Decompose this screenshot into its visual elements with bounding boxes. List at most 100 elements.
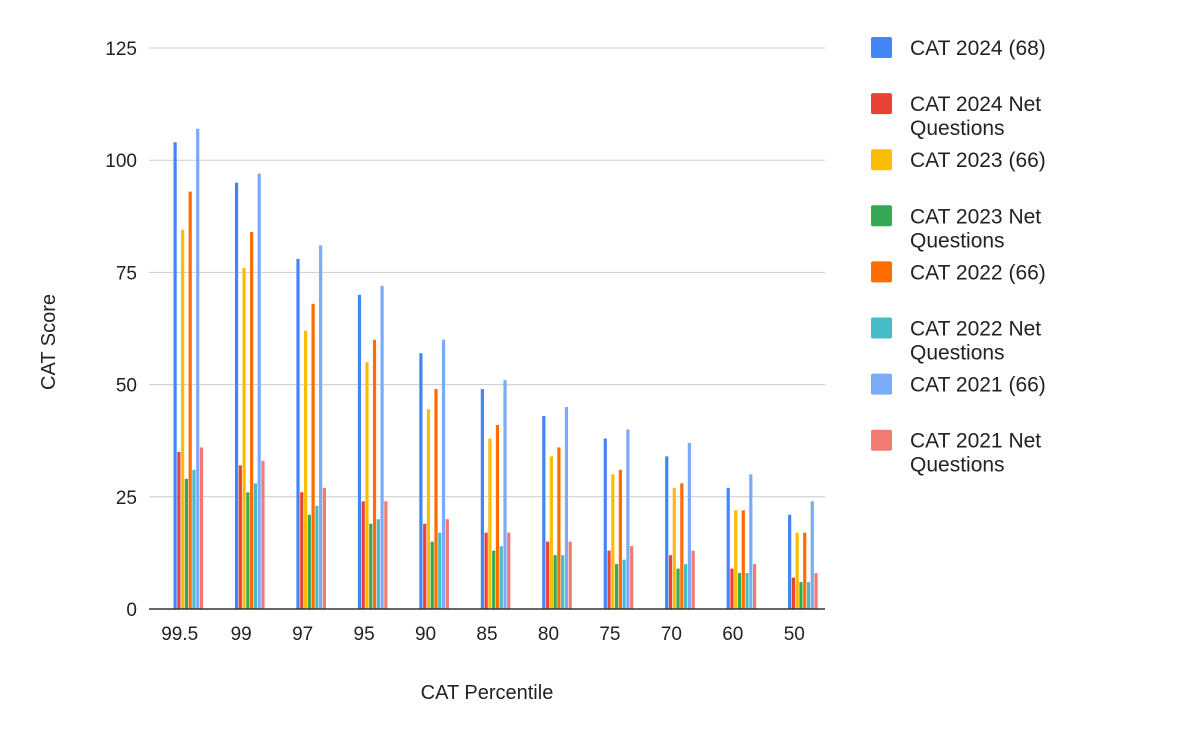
- bar: [611, 474, 615, 609]
- x-tick-label: 70: [661, 624, 682, 645]
- legend-swatch: [871, 373, 892, 395]
- bar: [542, 416, 546, 609]
- bar: [192, 469, 196, 609]
- bar: [365, 362, 369, 609]
- legend-label: Questions: [910, 229, 1005, 252]
- legend-item: CAT 2021 (66): [871, 373, 1046, 397]
- legend-label: Questions: [910, 117, 1005, 140]
- bar: [557, 447, 561, 609]
- bar: [430, 541, 434, 609]
- bar: [752, 564, 757, 609]
- bar: [319, 245, 323, 610]
- bar: [564, 407, 569, 609]
- bar: [626, 429, 630, 609]
- bar: [246, 492, 250, 609]
- bar: [445, 519, 449, 609]
- legend-item: CAT 2023 (66): [871, 149, 1046, 172]
- bar: [734, 510, 738, 609]
- legend-label: CAT 2021 (66): [910, 374, 1046, 397]
- bar: [603, 438, 607, 609]
- bar: [726, 487, 730, 609]
- bar: [503, 380, 507, 609]
- bar: [668, 555, 673, 609]
- bar: [803, 532, 807, 609]
- x-tick-label: 99: [231, 624, 252, 645]
- legend-item: CAT 2024 (68): [871, 37, 1046, 60]
- bar: [177, 451, 181, 609]
- legend-label: CAT 2024 Net: [910, 93, 1041, 116]
- x-tick-label: 90: [415, 624, 436, 645]
- bar: [676, 568, 680, 609]
- bar: [488, 438, 492, 609]
- legend-label: Questions: [910, 342, 1005, 365]
- bar: [441, 339, 446, 609]
- bar: [484, 532, 488, 609]
- legend-swatch: [871, 317, 892, 339]
- bar: [257, 173, 261, 609]
- bar: [196, 128, 200, 609]
- x-tick-label: 60: [722, 624, 743, 645]
- legend-swatch: [871, 37, 892, 58]
- bar: [242, 267, 246, 609]
- bar: [737, 573, 742, 609]
- bar: [303, 330, 308, 609]
- bar: [691, 550, 695, 609]
- bar: [188, 191, 192, 609]
- legend-swatch: [871, 149, 892, 171]
- legend-label: CAT 2023 Net: [910, 205, 1041, 228]
- y-tick-label: 125: [105, 39, 137, 60]
- y-axis-tick-labels: 0 25 50 75 100 125: [105, 39, 137, 621]
- bar: [745, 573, 749, 609]
- bar: [434, 389, 438, 609]
- bar: [419, 353, 423, 609]
- bar: [423, 523, 427, 609]
- bar: [687, 442, 691, 609]
- bar: [438, 532, 442, 609]
- bar: [799, 582, 803, 609]
- bar: [806, 582, 811, 609]
- legend-swatch: [871, 93, 892, 115]
- bar: [495, 424, 500, 609]
- legend-label: CAT 2023 (66): [910, 149, 1046, 172]
- bar: [665, 456, 669, 609]
- bar: [315, 505, 319, 609]
- y-tick-label: 0: [126, 600, 137, 621]
- legend-label: CAT 2022 Net: [910, 318, 1041, 341]
- legend-label: CAT 2021 Net: [910, 430, 1041, 453]
- bar: [426, 409, 431, 609]
- bar: [311, 303, 315, 609]
- bar: [238, 465, 242, 609]
- bar: [250, 232, 254, 609]
- bar: [300, 492, 304, 609]
- bar: [173, 142, 177, 610]
- bar: [810, 501, 814, 609]
- bar: [795, 532, 799, 609]
- bar: [553, 555, 557, 609]
- bar: [680, 483, 684, 609]
- bar: [234, 182, 239, 609]
- bar: [499, 546, 503, 609]
- x-tick-label: 50: [784, 624, 805, 645]
- legend-label: Questions: [910, 454, 1005, 477]
- bar: [607, 550, 611, 609]
- bar: [545, 541, 550, 609]
- bar: [492, 550, 496, 609]
- bar: [614, 564, 619, 609]
- bars: [173, 128, 818, 610]
- bar: [369, 523, 373, 609]
- bar: [296, 258, 300, 609]
- bar: [741, 510, 745, 609]
- legend-item: CAT 2022 (66): [871, 261, 1046, 284]
- bar: [507, 532, 511, 609]
- legend-swatch: [871, 205, 892, 227]
- bar: [749, 474, 753, 609]
- y-tick-label: 100: [105, 151, 137, 172]
- bar: [730, 568, 734, 609]
- bar: [480, 389, 484, 609]
- legend-label: CAT 2022 (66): [910, 261, 1046, 284]
- bar: [253, 483, 258, 609]
- bar: [307, 514, 311, 609]
